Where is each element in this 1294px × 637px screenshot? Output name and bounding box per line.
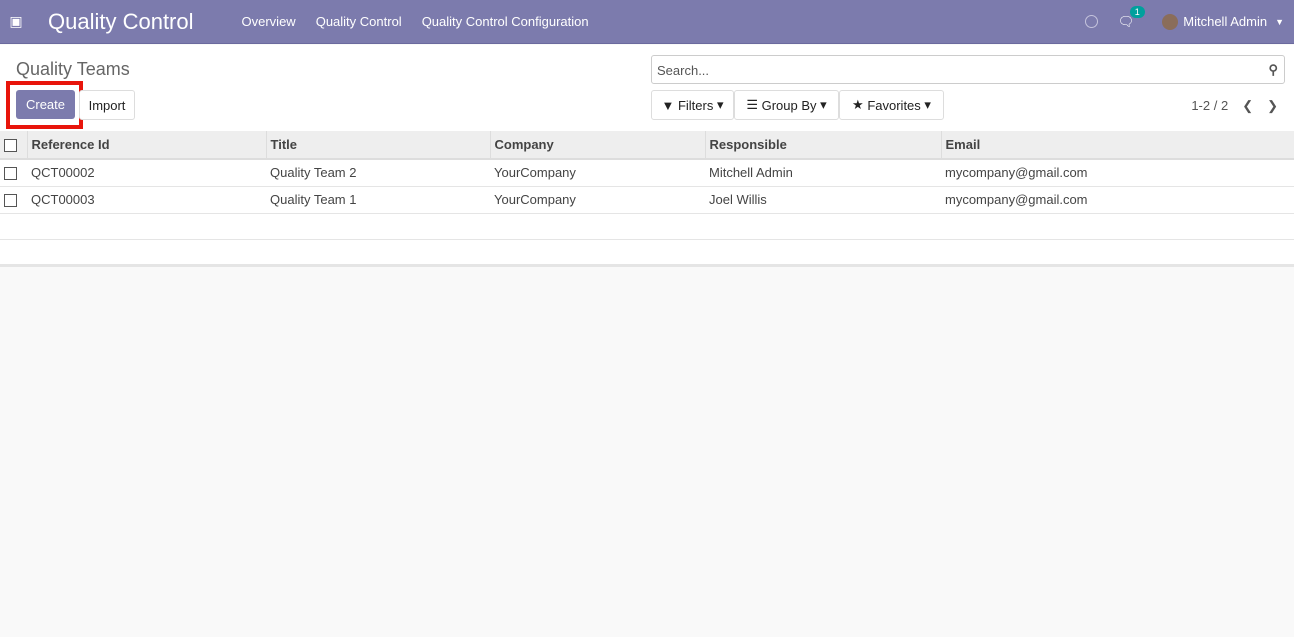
messages-icon[interactable]: 🗨 1: [1118, 5, 1145, 30]
caret-down-icon: ▾: [924, 97, 931, 112]
create-highlight: [6, 81, 83, 129]
pager-value: 1-2 / 2: [1191, 98, 1229, 113]
cell: YourCompany: [490, 159, 705, 187]
col-responsible[interactable]: Responsible: [704, 131, 941, 160]
page-title: Quality Teams: [16, 59, 130, 79]
search-input[interactable]: Search... ⚲: [651, 55, 1285, 84]
group-by-button[interactable]: ☰ Group By ▾: [734, 90, 839, 120]
menu-quality-control[interactable]: Quality Control: [315, 14, 402, 29]
empty-row: [0, 239, 1294, 267]
list-icon: ☰: [746, 97, 758, 112]
list-table: Reference Id Title Company Responsible E…: [0, 131, 1294, 267]
row-checkbox[interactable]: [4, 194, 17, 208]
col-title[interactable]: Title: [265, 131, 490, 160]
cell: Quality Team 1: [266, 186, 490, 214]
cell: QCT00002: [27, 159, 266, 187]
table-row[interactable]: QCT00002 Quality Team 2 YourCompany Mitchel…: [0, 159, 1294, 187]
top-navbar: ▣ Quality Control Overview Quality Contr…: [0, 0, 1294, 44]
select-all-checkbox[interactable]: [4, 139, 17, 153]
user-menu[interactable]: Mitchell Admin: [1183, 14, 1268, 29]
previous-page-icon[interactable]: ❮: [1242, 98, 1254, 113]
empty-row: [0, 213, 1294, 240]
search-placeholder: Search...: [657, 63, 710, 78]
activity-clock-icon[interactable]: [1084, 15, 1098, 28]
cell: YourCompany: [490, 186, 705, 214]
menu-quality-control-configuration[interactable]: Quality Control Configuration: [421, 14, 589, 29]
message-count-badge: 1: [1129, 5, 1145, 18]
search-icon[interactable]: ⚲: [1268, 62, 1278, 77]
cell: mycompany@gmail.com: [941, 186, 1294, 214]
cell: Joel Willis: [705, 186, 941, 214]
filter-icon: ▼: [661, 97, 675, 113]
cell: Mitchell Admin: [705, 159, 941, 187]
caret-down-icon[interactable]: ▼: [1275, 16, 1284, 27]
favorites-button[interactable]: ★ Favorites ▾: [839, 90, 944, 120]
col-company[interactable]: Company: [489, 131, 705, 160]
menu-overview[interactable]: Overview: [241, 14, 296, 29]
filters-button[interactable]: ▼ Filters ▾: [651, 90, 734, 120]
cell: mycompany@gmail.com: [941, 159, 1294, 187]
group-by-label: Group By: [761, 97, 817, 113]
next-page-icon[interactable]: ❯: [1267, 98, 1278, 113]
apps-menu-icon[interactable]: ▣: [9, 13, 23, 29]
favorites-label: Favorites: [867, 97, 921, 113]
filters-label: Filters: [677, 97, 714, 113]
caret-down-icon: ▾: [716, 97, 724, 112]
import-button[interactable]: Import: [79, 90, 135, 120]
table-row[interactable]: QCT00003 Quality Team 1 YourCompany Joel Wi…: [0, 186, 1294, 214]
cell: QCT00003: [27, 186, 266, 214]
caret-down-icon: ▾: [820, 97, 827, 112]
row-checkbox[interactable]: [4, 167, 17, 181]
col-reference-id[interactable]: Reference Id: [26, 131, 266, 160]
pager: 1-2 / 2 ❮ ❯: [1191, 98, 1278, 114]
create-button[interactable]: Create: [16, 90, 75, 119]
app-title: Quality Control: [48, 8, 194, 34]
avatar[interactable]: [1162, 13, 1179, 30]
star-icon: ★: [852, 97, 864, 112]
cell: Quality Team 2: [266, 159, 490, 187]
col-email[interactable]: Email: [940, 131, 1294, 160]
